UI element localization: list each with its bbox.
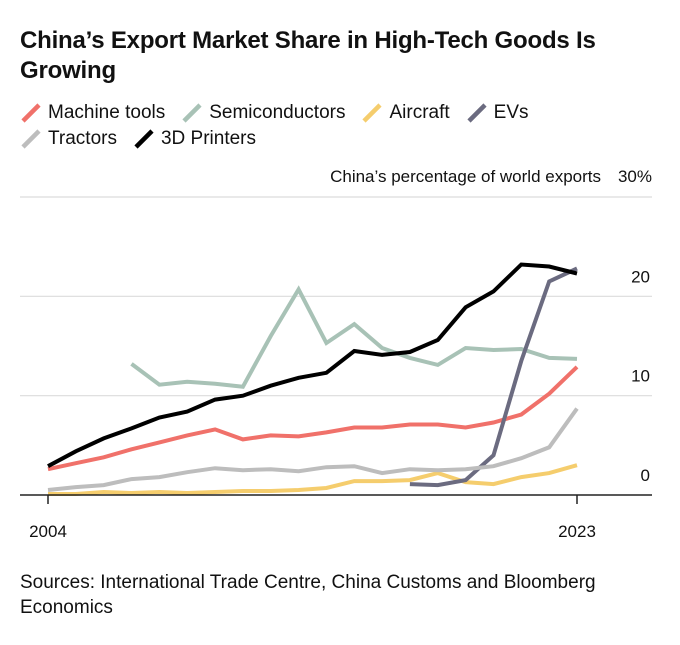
- y-tick-label-30: 30%: [618, 167, 652, 186]
- series-line-evs: [409, 266, 578, 488]
- legend-label-machine-tools: Machine tools: [48, 102, 166, 123]
- series-lines: [47, 262, 579, 496]
- legend-label-semiconductors: Semiconductors: [209, 102, 346, 123]
- y-axis-label: China’s percentage of world exports: [330, 167, 601, 186]
- legend-label-3d-printers: 3D Printers: [160, 128, 256, 149]
- series-line-3d-printers: [47, 262, 578, 468]
- legend-swatch-aircraft: [362, 103, 383, 123]
- source-note: Sources: International Trade Centre, Chi…: [20, 572, 596, 618]
- legend-swatch-semiconductors: [182, 103, 202, 123]
- legend-item-semiconductors: Semiconductors: [181, 100, 345, 126]
- series-line-tractors: [47, 407, 579, 492]
- legend-swatch-3d-printers: [134, 129, 154, 149]
- series-line-aircraft: [48, 463, 578, 496]
- legend-label-tractors: Tractors: [48, 128, 117, 149]
- y-tick-label-20: 20: [631, 267, 650, 286]
- legend-label-aircraft: Aircraft: [389, 102, 450, 123]
- x-tick-label-2004: 2004: [29, 522, 67, 541]
- legend-label-evs: EVs: [493, 102, 529, 123]
- x-tick-label-2023: 2023: [558, 522, 596, 541]
- y-tick-label-0: 0: [641, 466, 650, 485]
- y-tick-label-10: 10: [631, 367, 650, 386]
- line-chart: 0 10 20 30% 2004 2023 China’s percentage of w…: [20, 167, 652, 541]
- series-line-semiconductors: [130, 285, 578, 389]
- chart-title: China’s Export Market Share in High-Tech…: [20, 27, 596, 84]
- legend-item-evs: EVs: [466, 100, 529, 126]
- series-line-machine-tools: [47, 365, 579, 472]
- legend-swatch-machine-tools: [21, 103, 41, 123]
- legend-swatch-tractors: [21, 129, 41, 149]
- axes: 0 10 20 30% 2004 2023: [20, 167, 652, 541]
- legend-item-tractors: Tractors: [20, 126, 117, 152]
- legend-item-aircraft: Aircraft: [361, 100, 450, 126]
- legend: Machine tools Semiconductors Aircraft EVs T…: [20, 100, 660, 152]
- legend-row-1: Machine tools Semiconductors Aircraft EVs: [20, 100, 660, 126]
- legend-item-3d-printers: 3D Printers: [133, 126, 256, 152]
- legend-row-2: Tractors 3D Printers: [20, 126, 660, 152]
- legend-item-machine-tools: Machine tools: [20, 100, 165, 126]
- legend-swatch-evs: [467, 103, 487, 123]
